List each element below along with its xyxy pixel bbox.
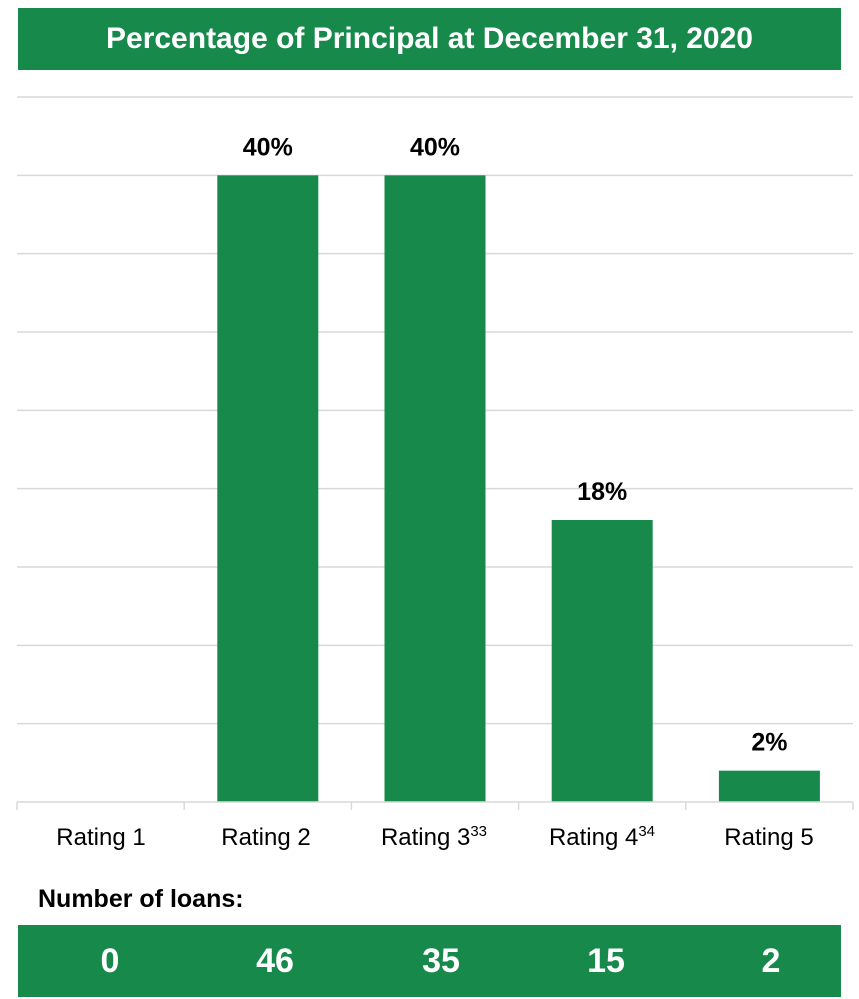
- data-label: 40%: [410, 133, 460, 161]
- category-text: Rating 2: [221, 824, 311, 851]
- category-label-rating-5: Rating 5: [685, 824, 853, 852]
- category-label-rating-2: Rating 2: [182, 824, 350, 852]
- loan-count-rating-4: 15: [587, 942, 625, 980]
- bar-chart: 40% 40% 18% 2%: [16, 96, 854, 810]
- data-label: 2%: [751, 729, 787, 757]
- bar-rating-4: [551, 520, 653, 802]
- data-label: 40%: [243, 133, 293, 161]
- category-text: Rating 5: [724, 824, 814, 851]
- loan-count-rating-3: 35: [422, 942, 460, 980]
- category-text: Rating 3: [380, 824, 471, 851]
- data-label: 18%: [577, 478, 627, 506]
- category-text: Rating 1: [56, 824, 146, 851]
- category-label-rating-3: Rating 333: [350, 824, 518, 852]
- bar-rating-2: [217, 175, 319, 803]
- loan-count-rating-2: 46: [256, 942, 294, 980]
- category-label-rating-1: Rating 1: [17, 824, 185, 852]
- chart-title: Percentage of Principal at December 31, …: [18, 8, 841, 70]
- loan-count-rating-1: 0: [100, 942, 120, 980]
- bar-rating-5: [718, 770, 820, 802]
- category-label-rating-4: Rating 434: [518, 824, 686, 852]
- bar-rating-3: [384, 175, 486, 803]
- footnote-marker: 34: [638, 823, 656, 840]
- number-of-loans-label: Number of loans:: [38, 885, 244, 913]
- footnote-marker: 33: [470, 823, 488, 840]
- loans-count-bar: 0 46 35 15 2: [18, 925, 841, 997]
- loan-count-rating-5: 2: [761, 942, 781, 980]
- category-text: Rating 4: [548, 824, 639, 851]
